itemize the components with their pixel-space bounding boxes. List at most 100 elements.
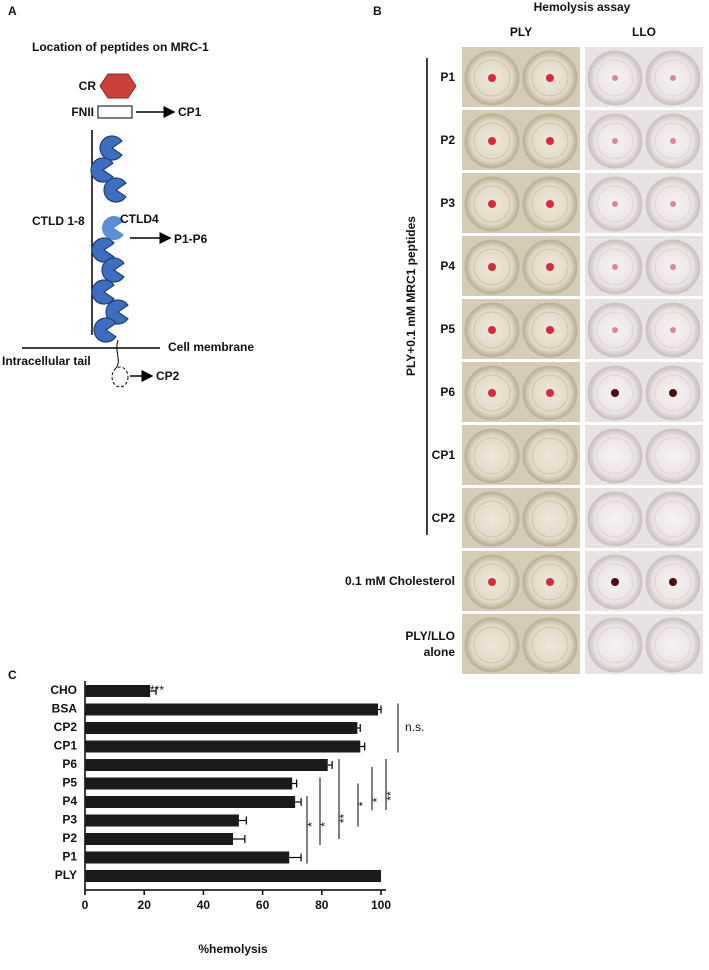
- pellet: [488, 578, 496, 586]
- bar: [85, 814, 239, 827]
- well: [645, 617, 701, 673]
- panel-c: C %hemolysis 0 20 40 60 80 100 CHO BSA CP2 CP1 P6 P…: [8, 668, 424, 956]
- well-inner: [473, 500, 511, 538]
- ctld4-label: CTLD4: [120, 212, 159, 226]
- well-inner: [531, 500, 569, 538]
- panel-b: B Hemolysis assay PLY LLO PLY+0.1 mM MRC…: [373, 0, 703, 674]
- pellet: [611, 389, 619, 397]
- error-bar: [327, 761, 333, 769]
- pellet: [488, 326, 496, 334]
- well-inner: [654, 185, 692, 223]
- well-inner: [531, 122, 569, 160]
- significance-label: **: [337, 814, 351, 824]
- pellet: [546, 200, 554, 208]
- y-tick-label: P3: [62, 813, 77, 827]
- error-bar: [360, 742, 366, 751]
- bar: [85, 703, 379, 716]
- pellet: [612, 138, 618, 144]
- well-inner: [596, 374, 634, 412]
- well-inner: [473, 185, 511, 223]
- row-label: P4: [440, 259, 455, 273]
- row-label: P5: [440, 322, 455, 336]
- significance-label: *: [305, 822, 319, 827]
- pellet: [546, 74, 554, 82]
- well-inner: [531, 563, 569, 601]
- bar: [85, 777, 293, 790]
- column-label: LLO: [632, 25, 656, 39]
- well-inner: [596, 185, 634, 223]
- significance-label: ***: [150, 683, 164, 697]
- y-tick-label: CP2: [54, 720, 78, 734]
- x-tick-label: 60: [256, 898, 270, 912]
- y-tick-label: CP1: [54, 739, 78, 753]
- y-tick-label: P2: [62, 831, 77, 845]
- tail: [115, 339, 119, 369]
- pellet: [612, 327, 618, 333]
- x-tick-label: 100: [371, 898, 391, 912]
- panel-title: Location of peptides on MRC-1: [32, 40, 209, 54]
- y-tick-label: P1: [62, 850, 77, 864]
- well-inner: [531, 185, 569, 223]
- pellet: [670, 327, 676, 333]
- y-tick-label: BSA: [52, 702, 78, 716]
- well-inner: [531, 311, 569, 349]
- ctld-domain: [103, 177, 127, 203]
- well-inner: [596, 122, 634, 160]
- pellet: [670, 201, 676, 207]
- bar: [85, 796, 296, 808]
- panel-label: B: [373, 4, 382, 18]
- well-inner: [473, 437, 511, 475]
- panel-label: C: [8, 668, 17, 682]
- bar: [85, 722, 358, 734]
- pellet: [670, 264, 676, 270]
- pellet: [612, 75, 618, 81]
- well-inner: [473, 311, 511, 349]
- well: [522, 491, 578, 547]
- well: [587, 491, 643, 547]
- well-inner: [654, 374, 692, 412]
- panel-title: Hemolysis assay: [534, 0, 631, 14]
- well-inner: [654, 437, 692, 475]
- panel-label: A: [8, 4, 17, 18]
- p1p6-label: P1-P6: [174, 232, 208, 246]
- ctld-domain: [105, 299, 129, 325]
- well-inner: [596, 626, 634, 664]
- well-inner: [654, 59, 692, 97]
- panel-a: A Location of peptides on MRC-1 CR FNII …: [2, 4, 254, 388]
- pellet: [546, 263, 554, 271]
- ctld-domain: [93, 317, 117, 343]
- pellet: [612, 264, 618, 270]
- well-inner: [596, 437, 634, 475]
- cr-label: CR: [79, 79, 97, 93]
- well-inner: [473, 626, 511, 664]
- error-bar: [150, 687, 157, 695]
- pellet: [488, 200, 496, 208]
- ctld-label: CTLD 1-8: [32, 214, 85, 228]
- bar: [85, 759, 328, 771]
- pellet: [546, 326, 554, 334]
- fnii-domain: [97, 105, 133, 119]
- significance-label: *: [318, 822, 332, 827]
- well-inner: [596, 248, 634, 286]
- pellet: [546, 389, 554, 397]
- row-label: P2: [440, 133, 455, 147]
- well: [522, 428, 578, 484]
- error-bar: [378, 705, 382, 714]
- cp1-label: CP1: [178, 105, 202, 119]
- ctld-domain: [102, 216, 124, 241]
- row-label: alone: [424, 645, 456, 659]
- ctld-domain: [91, 279, 115, 305]
- x-tick-label: 80: [315, 898, 329, 912]
- pellet: [612, 201, 618, 207]
- bar: [85, 740, 361, 753]
- pellet: [546, 137, 554, 145]
- well-inner: [654, 122, 692, 160]
- well-inner: [531, 248, 569, 286]
- error-bar: [233, 835, 246, 843]
- y-tick-label: P5: [62, 776, 77, 790]
- well: [522, 617, 578, 673]
- significance-label: *: [356, 801, 370, 806]
- cp2-label: CP2: [156, 369, 180, 383]
- well-inner: [654, 626, 692, 664]
